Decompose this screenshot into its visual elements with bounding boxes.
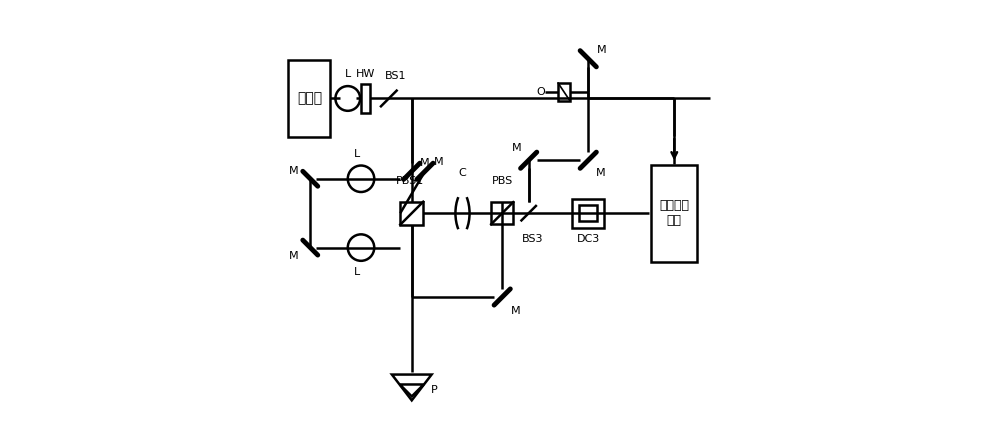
Text: M: M xyxy=(420,159,430,168)
Text: O: O xyxy=(537,87,545,97)
Text: M: M xyxy=(512,143,521,153)
Bar xyxy=(491,202,513,224)
Text: HW: HW xyxy=(356,69,375,79)
Text: C: C xyxy=(459,168,466,178)
Text: M: M xyxy=(289,166,299,176)
Text: BS3: BS3 xyxy=(521,234,543,244)
Text: P: P xyxy=(430,385,437,395)
Text: M: M xyxy=(289,250,299,261)
Text: DC3: DC3 xyxy=(577,234,600,244)
Text: M: M xyxy=(511,306,520,316)
Text: BS1: BS1 xyxy=(385,71,406,81)
Text: M: M xyxy=(596,168,605,178)
Text: L: L xyxy=(353,267,360,277)
Text: L: L xyxy=(353,150,360,159)
Text: L: L xyxy=(345,69,351,79)
Text: 同步控制
系统: 同步控制 系统 xyxy=(659,199,689,227)
Text: M: M xyxy=(433,158,443,167)
Bar xyxy=(651,165,697,262)
Text: 激光器: 激光器 xyxy=(297,91,322,106)
Bar xyxy=(288,60,330,137)
Bar xyxy=(400,202,423,225)
Text: M: M xyxy=(597,45,606,55)
Bar xyxy=(361,84,370,113)
Bar xyxy=(572,199,604,227)
Bar xyxy=(579,206,597,221)
Bar xyxy=(558,83,570,101)
Text: PBS: PBS xyxy=(492,176,513,186)
Text: PBS1: PBS1 xyxy=(395,176,424,186)
